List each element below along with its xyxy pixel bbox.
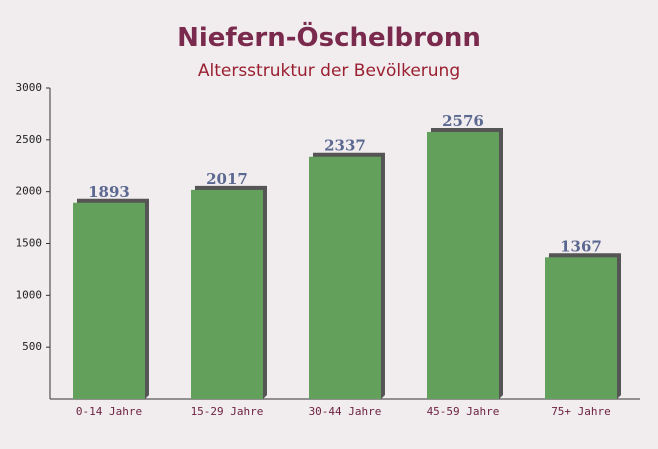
chart-subtitle: Altersstruktur der Bevölkerung — [198, 61, 460, 81]
bar — [191, 189, 263, 399]
x-tick-label: 75+ Jahre — [551, 405, 611, 418]
value-label: 2017 — [206, 170, 248, 188]
bar — [545, 257, 617, 399]
bar — [309, 156, 381, 399]
x-tick-label: 15-29 Jahre — [191, 405, 264, 418]
y-tick-label: 500 — [22, 340, 42, 353]
chart-title: Niefern-Öschelbronn — [177, 20, 481, 53]
value-label: 1367 — [560, 237, 602, 255]
y-tick-label: 1500 — [16, 237, 43, 250]
y-tick-label: 2000 — [16, 185, 43, 198]
value-label: 2576 — [442, 112, 484, 130]
y-tick-label: 1000 — [16, 288, 43, 301]
value-label: 1893 — [88, 183, 130, 201]
bar — [427, 131, 499, 400]
y-tick-label: 3000 — [16, 81, 43, 94]
bar — [73, 202, 145, 399]
value-label: 2337 — [324, 137, 366, 155]
x-tick-label: 0-14 Jahre — [76, 405, 142, 418]
y-tick-label: 2500 — [16, 133, 43, 146]
x-tick-label: 45-59 Jahre — [427, 405, 500, 418]
x-tick-label: 30-44 Jahre — [309, 405, 382, 418]
